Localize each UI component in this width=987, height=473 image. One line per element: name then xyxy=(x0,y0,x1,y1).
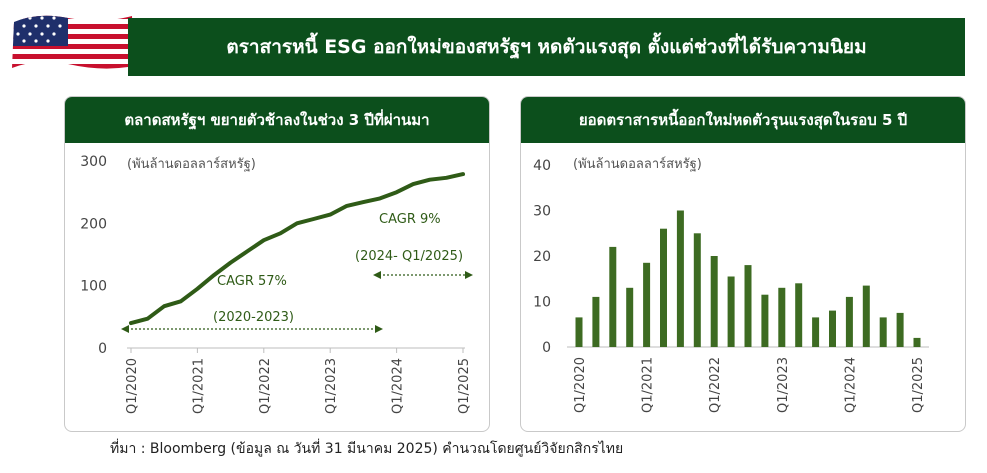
y-tick-label: 0 xyxy=(542,340,551,356)
bar-chart-title: ยอดตราสารหนี้ออกใหม่หดตัวรุนแรงสุดในรอบ … xyxy=(578,111,908,129)
annotation-arrowhead-right-2 xyxy=(465,271,473,279)
y-tick-label: 20 xyxy=(533,249,551,265)
line-chart: (พันล้านดอลลาร์สหรัฐ) 0 100 200 300 Q1/2020… xyxy=(80,154,473,414)
annotation-arrowhead-right xyxy=(375,325,383,333)
x-tick-label: Q1/2023 xyxy=(324,358,339,414)
x-tick-label: Q1/2021 xyxy=(641,357,656,413)
x-tick-label: Q1/2020 xyxy=(573,357,588,413)
bar xyxy=(812,317,820,347)
bar xyxy=(896,312,904,347)
line-series xyxy=(129,172,465,326)
annotation-cagr-9: CAGR 9% xyxy=(379,212,441,227)
bar xyxy=(710,256,718,347)
bar xyxy=(693,233,701,348)
x-tick-label: Q1/2020 xyxy=(125,358,140,414)
y-tick-label: 40 xyxy=(533,158,551,174)
annotation-cagr-57: CAGR 57% xyxy=(217,274,287,289)
bar xyxy=(795,283,803,347)
y-tick-label: 10 xyxy=(533,295,551,311)
bar xyxy=(744,265,752,347)
bar xyxy=(676,210,684,347)
x-tick-label: Q1/2024 xyxy=(391,358,406,414)
bar xyxy=(609,246,617,347)
x-tick-label: Q1/2022 xyxy=(708,357,723,413)
bar xyxy=(643,262,651,347)
bar xyxy=(845,296,853,347)
y-tick-label: 300 xyxy=(80,154,107,170)
line-chart-unit-label: (พันล้านดอลลาร์สหรัฐ) xyxy=(127,156,256,172)
x-tick-label: Q1/2023 xyxy=(776,357,791,413)
annotation-period-2024-2025: (2024- Q1/2025) xyxy=(355,249,463,264)
y-tick-label: 0 xyxy=(98,341,107,357)
us-flag-image xyxy=(12,15,134,69)
bar-chart-panel: ยอดตราสารหนี้ออกใหม่หดตัวรุนแรงสุดในรอบ … xyxy=(520,96,966,432)
bar xyxy=(575,317,583,347)
bar-chart-title-bar: ยอดตราสารหนี้ออกใหม่หดตัวรุนแรงสุดในรอบ … xyxy=(521,97,965,143)
bar xyxy=(913,337,921,347)
line-chart-title-bar: ตลาดสหรัฐฯ ขยายตัวช้าลงในช่วง 3 ปีที่ผ่า… xyxy=(65,97,489,143)
bar xyxy=(592,296,600,347)
bar xyxy=(626,287,634,347)
annotation-period-2020-2023: (2020-2023) xyxy=(213,310,294,325)
y-tick-label: 30 xyxy=(533,204,551,220)
bar xyxy=(829,310,836,347)
bar-chart: (พันล้านดอลลาร์สหรัฐ) 0 10 20 30 40 Q1/2020 Q… xyxy=(533,156,929,413)
line-chart-panel: ตลาดสหรัฐฯ ขยายตัวช้าลงในช่วง 3 ปีที่ผ่า… xyxy=(64,96,490,432)
bar xyxy=(761,294,769,347)
source-footnote: ที่มา : Bloomberg (ข้อมูล ณ วันที่ 31 มี… xyxy=(110,441,624,457)
x-tick-label: Q1/2025 xyxy=(457,358,472,414)
bar xyxy=(778,287,786,347)
page-title: ตราสารหนี้ ESG ออกใหม่ของสหรัฐฯ หดตัวแรง… xyxy=(226,36,867,58)
x-tick-label: Q1/2021 xyxy=(191,358,206,414)
bar xyxy=(660,228,667,347)
x-tick-label: Q1/2025 xyxy=(911,357,926,413)
bar xyxy=(879,317,887,347)
annotation-arrowhead-left xyxy=(121,325,129,333)
bar-chart-unit-label: (พันล้านดอลลาร์สหรัฐ) xyxy=(573,156,702,172)
bar xyxy=(727,276,735,347)
bar xyxy=(862,285,870,347)
line-chart-title: ตลาดสหรัฐฯ ขยายตัวช้าลงในช่วง 3 ปีที่ผ่า… xyxy=(124,111,430,129)
annotation-arrowhead-left-2 xyxy=(373,271,381,279)
x-tick-label: Q1/2024 xyxy=(843,357,858,413)
page-title-banner: ตราสารหนี้ ESG ออกใหม่ของสหรัฐฯ หดตัวแรง… xyxy=(128,18,965,76)
y-tick-label: 100 xyxy=(80,279,107,295)
y-tick-label: 200 xyxy=(80,216,107,232)
x-tick-label: Q1/2022 xyxy=(258,358,273,414)
